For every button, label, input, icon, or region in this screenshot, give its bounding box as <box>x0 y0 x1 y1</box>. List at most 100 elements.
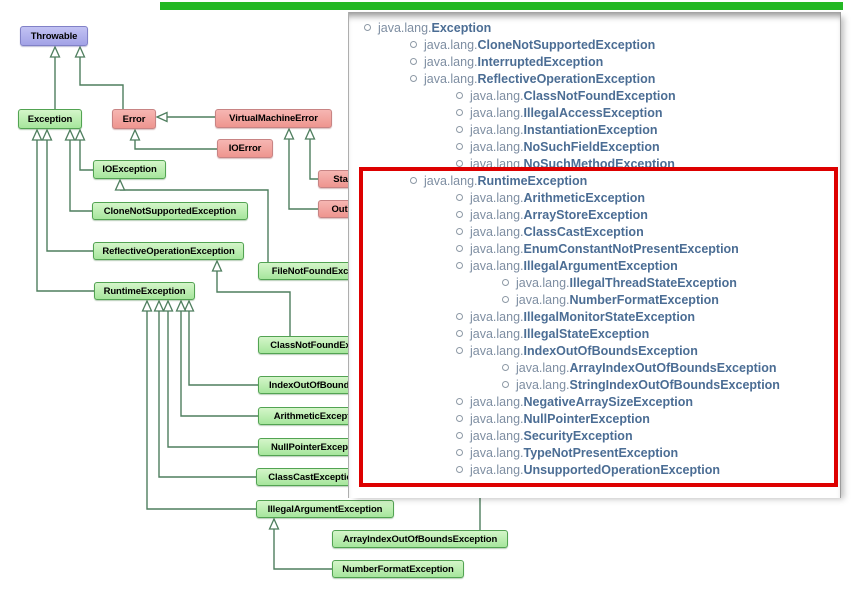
package-prefix: java.lang. <box>424 72 478 86</box>
circle-bullet-icon <box>456 347 463 354</box>
class-link-EnumConstantNotPresentException[interactable]: EnumConstantNotPresentException <box>523 242 739 256</box>
exception-tree-panel: java.lang.Exception java.lang.CloneNotSup… <box>348 12 841 498</box>
package-prefix: java.lang. <box>424 55 478 69</box>
class-link-NegativeArraySizeException[interactable]: NegativeArraySizeException <box>523 395 694 409</box>
list-item-InstantiationException: java.lang.InstantiationException <box>349 122 840 139</box>
class-link-UnsupportedOperationException[interactable]: UnsupportedOperationException <box>523 463 721 477</box>
list-item-RuntimeException: java.lang.RuntimeException <box>349 173 840 190</box>
list-item-IllegalAccessException: java.lang.IllegalAccessException <box>349 105 840 122</box>
list-item-NoSuchFieldException: java.lang.NoSuchFieldException <box>349 139 840 156</box>
top-green-bar <box>160 2 843 10</box>
edge-IOException-extends-Exception <box>79 140 93 171</box>
class-link-ArithmeticException[interactable]: ArithmeticException <box>523 191 646 205</box>
generalization-arrowhead-icon <box>211 259 223 272</box>
package-prefix: java.lang. <box>470 412 524 426</box>
class-node-Throwable: Throwable <box>20 26 88 46</box>
class-node-RuntimeException: RuntimeException <box>94 282 195 300</box>
edge-IllegalArgumentException-extends-RuntimeException <box>146 311 256 510</box>
class-link-IllegalMonitorStateException[interactable]: IllegalMonitorStateException <box>523 310 696 324</box>
circle-bullet-icon <box>456 313 463 320</box>
circle-bullet-icon <box>456 415 463 422</box>
circle-bullet-icon <box>456 398 463 405</box>
package-prefix: java.lang. <box>470 89 524 103</box>
list-item-StringIndexOutOfBoundsException: java.lang.StringIndexOutOfBoundsExceptio… <box>349 377 840 394</box>
package-prefix: java.lang. <box>470 395 524 409</box>
list-item-ArithmeticException: java.lang.ArithmeticException <box>349 190 840 207</box>
generalization-arrowhead-icon <box>183 299 195 312</box>
list-item-ClassNotFoundException: java.lang.ClassNotFoundException <box>349 88 840 105</box>
package-prefix: java.lang. <box>470 327 524 341</box>
list-item-IllegalMonitorStateException: java.lang.IllegalMonitorStateException <box>349 309 840 326</box>
package-prefix: java.lang. <box>470 225 524 239</box>
list-item-InterruptedException: java.lang.InterruptedException <box>349 54 840 71</box>
class-link-NullPointerException[interactable]: NullPointerException <box>523 412 650 426</box>
list-item-Exception: java.lang.Exception <box>349 20 840 37</box>
class-link-IllegalAccessException[interactable]: IllegalAccessException <box>523 106 663 120</box>
package-prefix: java.lang. <box>424 38 478 52</box>
class-link-ArrayIndexOutOfBoundsException[interactable]: ArrayIndexOutOfBoundsException <box>569 361 777 375</box>
package-prefix: java.lang. <box>470 106 524 120</box>
class-link-InstantiationException[interactable]: InstantiationException <box>523 123 658 137</box>
edge-NullPointerException-extends-RuntimeException <box>167 311 258 448</box>
class-link-NoSuchFieldException[interactable]: NoSuchFieldException <box>523 140 660 154</box>
list-item-IllegalArgumentException: java.lang.IllegalArgumentException <box>349 258 840 275</box>
edge-NumberFormatException-extends-IllegalArgumentException <box>273 529 332 570</box>
class-node-CloneNotSupportedException: CloneNotSupportedException <box>92 202 248 220</box>
package-prefix: java.lang. <box>424 174 478 188</box>
class-link-RuntimeException[interactable]: RuntimeException <box>477 174 588 188</box>
class-link-SecurityException[interactable]: SecurityException <box>523 429 633 443</box>
list-item-ClassCastException: java.lang.ClassCastException <box>349 224 840 241</box>
class-link-IllegalStateException[interactable]: IllegalStateException <box>523 327 650 341</box>
class-link-Exception[interactable]: Exception <box>431 21 492 35</box>
circle-bullet-icon <box>456 211 463 218</box>
class-link-NumberFormatException[interactable]: NumberFormatException <box>569 293 719 307</box>
generalization-arrowhead-icon <box>74 45 86 58</box>
circle-bullet-icon <box>364 24 371 31</box>
list-item-UnsupportedOperationException: java.lang.UnsupportedOperationException <box>349 462 840 479</box>
class-link-ClassNotFoundException[interactable]: ClassNotFoundException <box>523 89 676 103</box>
circle-bullet-icon <box>410 75 417 82</box>
circle-bullet-icon <box>456 126 463 133</box>
class-link-IndexOutOfBoundsException[interactable]: IndexOutOfBoundsException <box>523 344 698 358</box>
class-link-IllegalArgumentException[interactable]: IllegalArgumentException <box>523 259 678 273</box>
package-prefix: java.lang. <box>470 446 524 460</box>
edge-ClassCastException-extends-RuntimeException <box>158 311 256 478</box>
package-prefix: java.lang. <box>470 242 524 256</box>
edge-ReflectiveOperationException-extends-Exception <box>46 140 93 252</box>
circle-bullet-icon <box>502 279 509 286</box>
class-link-ArrayStoreException[interactable]: ArrayStoreException <box>523 208 648 222</box>
list-item-ArrayStoreException: java.lang.ArrayStoreException <box>349 207 840 224</box>
package-prefix: java.lang. <box>470 310 524 324</box>
class-link-IllegalThreadStateException[interactable]: IllegalThreadStateException <box>569 276 737 290</box>
exception-list: java.lang.Exception java.lang.CloneNotSup… <box>349 12 840 479</box>
package-prefix: java.lang. <box>470 123 524 137</box>
generalization-arrowhead-icon <box>175 299 187 312</box>
class-link-ReflectiveOperationException[interactable]: ReflectiveOperationException <box>477 72 656 86</box>
class-link-InterruptedException[interactable]: InterruptedException <box>477 55 604 69</box>
list-item-NumberFormatException: java.lang.NumberFormatException <box>349 292 840 309</box>
generalization-arrowhead-icon <box>283 127 295 140</box>
circle-bullet-icon <box>456 245 463 252</box>
circle-bullet-icon <box>502 364 509 371</box>
class-link-StringIndexOutOfBoundsException[interactable]: StringIndexOutOfBoundsException <box>569 378 780 392</box>
class-link-TypeNotPresentException[interactable]: TypeNotPresentException <box>523 446 679 460</box>
class-node-IOException: IOException <box>93 160 166 179</box>
circle-bullet-icon <box>456 160 463 167</box>
edge-ClassNotFoundException-extends-ReflectiveOperationException <box>216 271 291 336</box>
class-link-ClassCastException[interactable]: ClassCastException <box>523 225 644 239</box>
edge-OutOfMemoryError-extends-VirtualMachineError <box>288 139 318 210</box>
circle-bullet-icon <box>502 296 509 303</box>
circle-bullet-icon <box>410 177 417 184</box>
generalization-arrowhead-icon <box>129 128 141 141</box>
class-link-CloneNotSupportedException[interactable]: CloneNotSupportedException <box>477 38 656 52</box>
edge-ArithmeticException-extends-RuntimeException <box>180 311 258 417</box>
generalization-arrowhead-icon <box>41 128 53 141</box>
class-node-Exception: Exception <box>18 109 82 129</box>
class-node-NumberFormatException: NumberFormatException <box>332 560 464 578</box>
circle-bullet-icon <box>456 109 463 116</box>
class-node-IOError: IOError <box>217 139 273 158</box>
circle-bullet-icon <box>456 262 463 269</box>
generalization-arrowhead-icon <box>304 127 316 140</box>
class-node-Error: Error <box>112 109 156 129</box>
